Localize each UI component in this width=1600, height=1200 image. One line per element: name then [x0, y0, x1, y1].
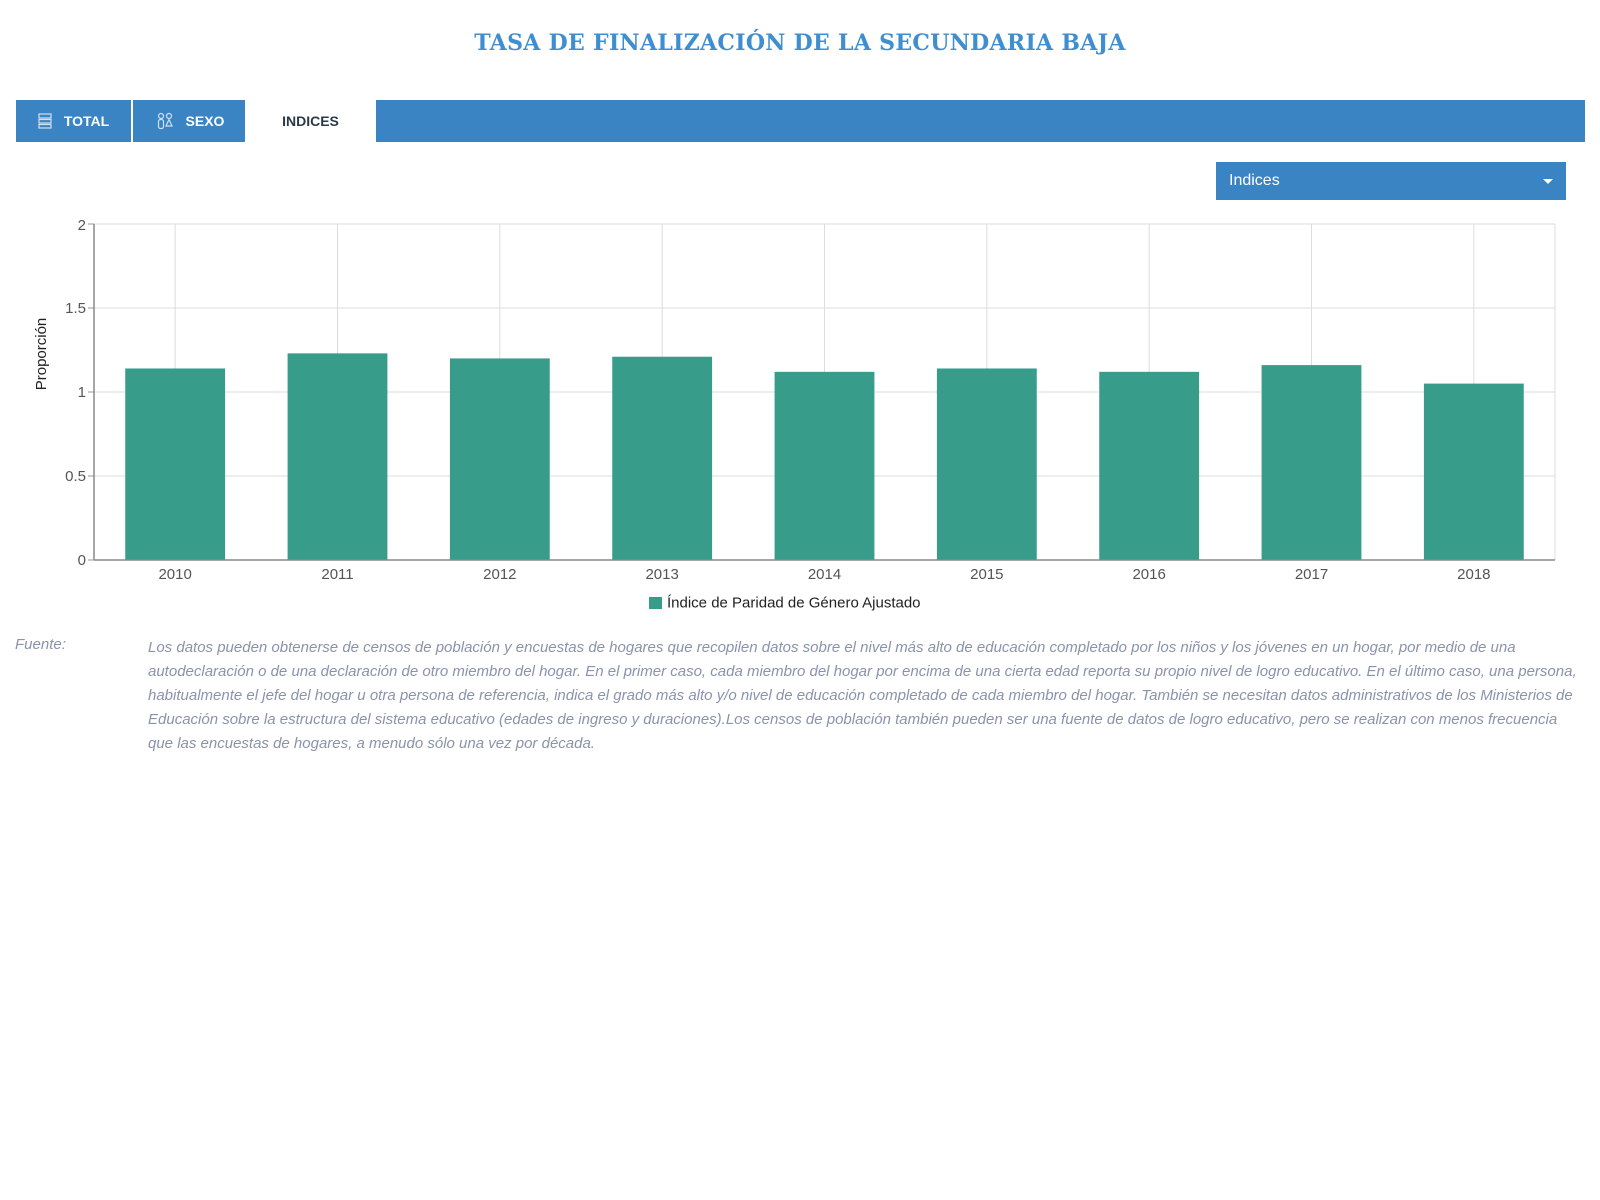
tab-total[interactable]: TOTAL [16, 100, 133, 142]
source-text: Los datos pueden obtenerse de censos de … [148, 639, 1577, 752]
bar-2016[interactable] [1099, 371, 1200, 560]
bar-2015[interactable] [936, 368, 1037, 560]
x-tick-label: 2010 [158, 566, 191, 583]
x-tick-label: 2016 [1132, 566, 1165, 583]
tab-indices-label: INDICES [282, 113, 339, 129]
y-tick-label: 2 [78, 217, 86, 234]
tab-total-label: TOTAL [63, 113, 110, 129]
x-tick-label: 2013 [645, 566, 678, 583]
source-label: Fuente: [15, 636, 66, 653]
y-tick-label: 0 [78, 552, 86, 569]
indicator-select[interactable]: Indices [1216, 162, 1566, 200]
y-tick-label: 1 [78, 384, 86, 401]
bars [125, 353, 1524, 560]
x-tick-label: 2011 [321, 566, 353, 583]
caret-down-icon [1543, 179, 1553, 184]
y-tick-label: 0.5 [65, 468, 86, 485]
bar-chart: 0 0.5 1 1.5 2 2010 2011 2012 2013 2014 2015 2016 201… [33, 217, 1556, 612]
y-axis-title: Proporción [33, 318, 50, 391]
bar-2018[interactable] [1423, 383, 1524, 560]
axes: 0 0.5 1 1.5 2 2010 2011 2012 2013 2014 2015 2016 201… [65, 217, 1555, 583]
tab-sexo[interactable]: SEXO [135, 100, 245, 142]
gender-icon [157, 112, 173, 130]
bar-2014[interactable] [774, 371, 875, 560]
tab-bar: TOTAL SEXO INDICES [16, 100, 1585, 142]
bar-2010[interactable] [125, 368, 226, 560]
bar-2012[interactable] [449, 358, 550, 560]
x-tick-label: 2017 [1295, 566, 1328, 583]
indicator-select-value: Indices [1229, 172, 1280, 189]
page-title: TASA DE FINALIZACIÓN DE LA SECUNDARIA BA… [474, 30, 1126, 56]
stacked-bars-icon [38, 113, 52, 129]
bar-2013[interactable] [612, 356, 713, 560]
x-tick-label: 2018 [1457, 566, 1490, 583]
x-tick-label: 2012 [483, 566, 516, 583]
x-tick-label: 2015 [970, 566, 1003, 583]
bar-2011[interactable] [287, 353, 388, 560]
tab-indices[interactable]: INDICES [245, 100, 376, 142]
bar-2017[interactable] [1261, 365, 1362, 560]
legend-label: Índice de Paridad de Género Ajustado [667, 595, 921, 612]
legend: Índice de Paridad de Género Ajustado [649, 595, 921, 612]
legend-swatch [649, 597, 662, 609]
tab-sexo-label: SEXO [185, 113, 225, 129]
x-tick-label: 2014 [808, 566, 841, 583]
y-tick-label: 1.5 [65, 300, 86, 317]
